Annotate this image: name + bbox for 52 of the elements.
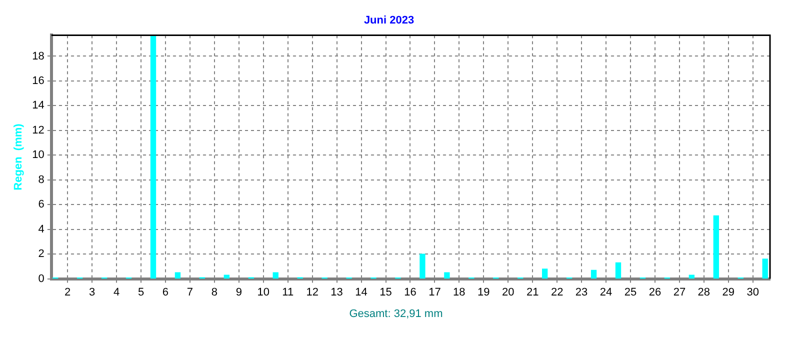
y-tick-label: 6 [38, 198, 44, 211]
x-tick-label: 5 [138, 286, 144, 298]
bar [150, 35, 156, 279]
x-tick-label: 9 [236, 286, 242, 298]
x-tick-label: 17 [428, 286, 441, 298]
x-tick-label: 22 [550, 286, 564, 298]
y-tick-label: 10 [32, 149, 44, 162]
x-tick-label: 12 [306, 286, 318, 298]
text: Gesamt: 32,91 mm [348, 308, 444, 320]
x-tick-label: 14 [355, 286, 368, 298]
x-tick-label: 28 [698, 286, 710, 298]
bar [762, 258, 768, 279]
x-tick-label: 23 [575, 286, 588, 298]
x-tick-label: 18 [453, 286, 466, 298]
x-tick-label: 2 [64, 286, 71, 298]
x-tick-label: 21 [526, 286, 539, 298]
bar [174, 272, 181, 279]
x-tick-label: 11 [282, 286, 294, 298]
y-tick-label: 18 [32, 50, 44, 62]
x-tick-label: 27 [673, 286, 686, 298]
bar [420, 254, 426, 279]
bar [542, 268, 548, 279]
x-tick-label: 20 [502, 286, 514, 298]
x-tick-label: 30 [746, 286, 759, 298]
x-tick-label: 4 [113, 286, 120, 298]
y-tick-label: 16 [32, 74, 44, 87]
y-tick-label: 8 [38, 174, 44, 186]
chart-title: Juni 2023 [364, 14, 414, 27]
x-tick-label: 15 [380, 286, 392, 298]
y-tick-label: 12 [32, 124, 44, 136]
x-tick-label: 29 [722, 286, 735, 298]
x-tick-label: 25 [624, 286, 637, 298]
bar [590, 270, 597, 279]
x-tick-label: 7 [186, 286, 194, 298]
y-tick-label: 2 [38, 248, 44, 260]
bar [272, 272, 278, 279]
x-tick-label: 6 [162, 286, 169, 298]
bar [713, 215, 719, 279]
bar [615, 262, 622, 279]
x-tick-label: 26 [648, 286, 662, 298]
y-tick-label: 4 [38, 223, 44, 236]
bar [444, 272, 450, 279]
x-tick-label: 19 [478, 286, 490, 298]
y-tick-label: 0 [38, 272, 44, 285]
x-tick-label: 16 [404, 286, 416, 298]
x-tick-label: 24 [600, 286, 612, 298]
x-tick-label: 3 [89, 286, 96, 298]
x-tick-label: 10 [257, 286, 270, 298]
x-tick-label: 8 [211, 286, 218, 298]
y-tick-label: 14 [32, 100, 44, 112]
x-tick-label: 13 [330, 286, 343, 298]
y-axis-title: Regen (mm) [12, 123, 25, 190]
